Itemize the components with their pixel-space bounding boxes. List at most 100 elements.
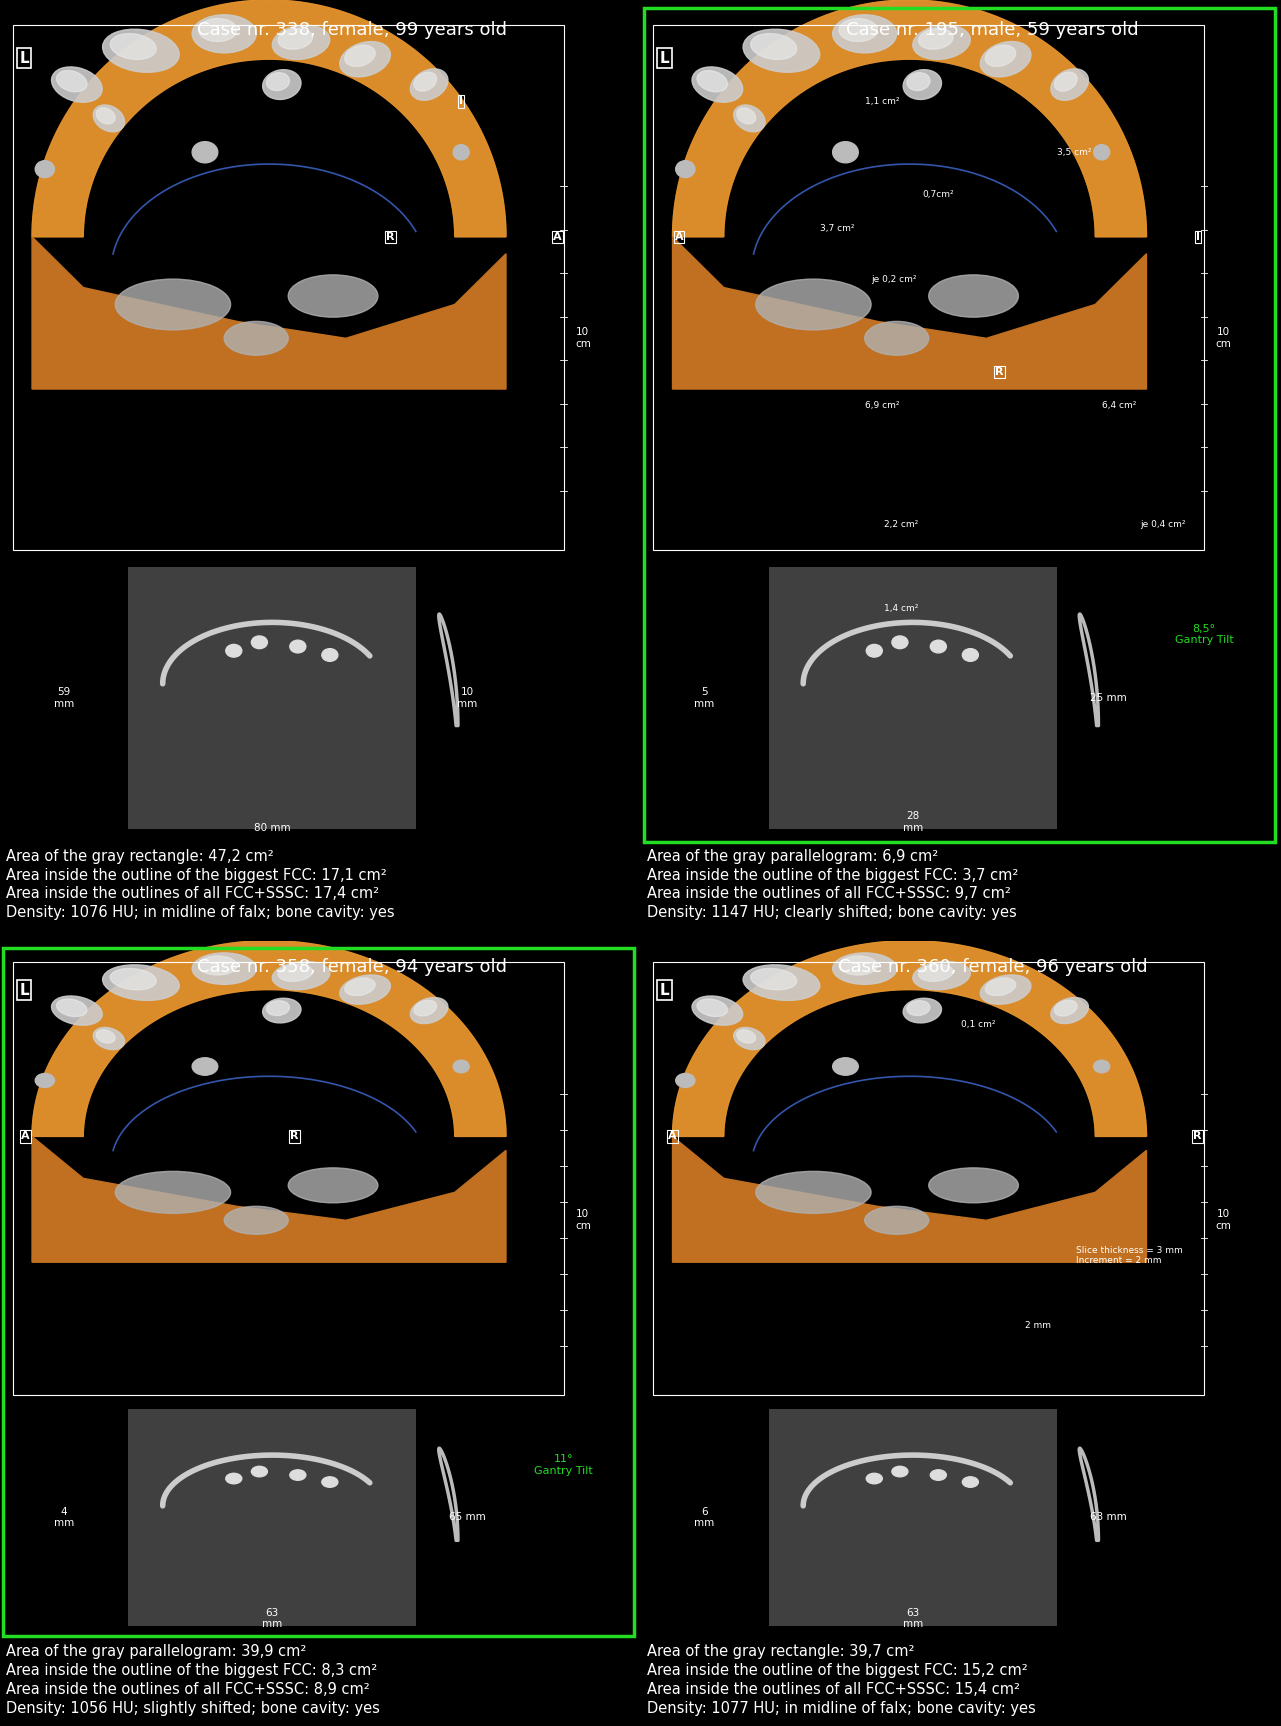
Ellipse shape — [734, 1027, 765, 1049]
Ellipse shape — [907, 72, 930, 90]
Polygon shape — [32, 0, 506, 236]
Text: 10
mm: 10 mm — [457, 687, 478, 709]
Text: 80 mm: 80 mm — [254, 823, 291, 834]
Text: L: L — [660, 982, 670, 998]
Ellipse shape — [839, 19, 877, 41]
Ellipse shape — [1050, 998, 1089, 1024]
Ellipse shape — [110, 968, 156, 989]
Ellipse shape — [756, 1172, 871, 1213]
Ellipse shape — [865, 1206, 929, 1234]
Ellipse shape — [985, 45, 1016, 66]
Text: Case nr. 195, male, 59 years old: Case nr. 195, male, 59 years old — [847, 21, 1139, 40]
Text: A: A — [675, 231, 683, 242]
Text: 63 mm: 63 mm — [1090, 1512, 1126, 1522]
Text: 3,7 cm²: 3,7 cm² — [820, 224, 854, 233]
Ellipse shape — [251, 1467, 268, 1477]
Text: Area of the gray parallelogram: 6,9 cm²: Area of the gray parallelogram: 6,9 cm² — [647, 849, 938, 865]
Ellipse shape — [410, 69, 448, 100]
Text: Area inside the outline of the biggest FCC: 3,7 cm²: Area inside the outline of the biggest F… — [647, 868, 1018, 882]
Text: Density: 1077 HU; in midline of falx; bone cavity: yes: Density: 1077 HU; in midline of falx; bo… — [647, 1702, 1035, 1716]
Ellipse shape — [1094, 1060, 1109, 1074]
Text: Area inside the outline of the biggest FCC: 15,2 cm²: Area inside the outline of the biggest F… — [647, 1662, 1027, 1678]
Ellipse shape — [102, 965, 179, 1001]
Ellipse shape — [322, 1477, 338, 1488]
Text: 2,2 cm²: 2,2 cm² — [884, 520, 918, 528]
Polygon shape — [673, 941, 1146, 1136]
Ellipse shape — [980, 975, 1031, 1005]
Ellipse shape — [290, 640, 306, 652]
Text: L: L — [19, 50, 29, 66]
Text: Area of the gray rectangle: 47,2 cm²: Area of the gray rectangle: 47,2 cm² — [6, 849, 274, 865]
Text: Area inside the outlines of all FCC+SSSC: 9,7 cm²: Area inside the outlines of all FCC+SSSC… — [647, 885, 1011, 901]
Bar — [653, 26, 1204, 549]
Ellipse shape — [339, 41, 391, 78]
Ellipse shape — [692, 996, 743, 1025]
Ellipse shape — [1054, 72, 1077, 91]
Text: Case nr. 358, female, 94 years old: Case nr. 358, female, 94 years old — [197, 958, 507, 977]
Text: A: A — [22, 1132, 29, 1141]
Text: I: I — [459, 97, 464, 107]
Polygon shape — [673, 0, 1146, 236]
Text: 10
cm: 10 cm — [575, 1210, 591, 1231]
Polygon shape — [673, 941, 1146, 1136]
Ellipse shape — [903, 998, 942, 1024]
Text: 11°
Gantry Tilt: 11° Gantry Tilt — [534, 1453, 593, 1476]
Text: L: L — [660, 50, 670, 66]
Text: 6,4 cm²: 6,4 cm² — [1102, 402, 1136, 411]
Ellipse shape — [918, 965, 953, 982]
Ellipse shape — [913, 961, 970, 989]
Text: 1,4 cm²: 1,4 cm² — [884, 604, 918, 613]
Ellipse shape — [345, 979, 375, 996]
Ellipse shape — [918, 29, 953, 50]
Ellipse shape — [56, 71, 87, 91]
Ellipse shape — [339, 975, 391, 1005]
Text: 63
mm: 63 mm — [263, 1607, 282, 1629]
Ellipse shape — [288, 274, 378, 318]
Text: 1,1 cm²: 1,1 cm² — [865, 97, 899, 105]
Text: Area inside the outline of the biggest FCC: 8,3 cm²: Area inside the outline of the biggest F… — [6, 1662, 378, 1678]
Ellipse shape — [199, 19, 237, 41]
Text: Density: 1076 HU; in midline of falx; bone cavity: yes: Density: 1076 HU; in midline of falx; bo… — [6, 904, 395, 920]
Text: Area inside the outlines of all FCC+SSSC: 17,4 cm²: Area inside the outlines of all FCC+SSSC… — [6, 885, 379, 901]
Polygon shape — [32, 1136, 506, 1262]
Ellipse shape — [290, 1471, 306, 1481]
Ellipse shape — [453, 145, 469, 161]
Text: 59
mm: 59 mm — [54, 687, 74, 709]
Ellipse shape — [930, 1471, 947, 1481]
Text: A: A — [669, 1132, 676, 1141]
Ellipse shape — [985, 979, 1016, 996]
Bar — [769, 1408, 1057, 1626]
Ellipse shape — [751, 968, 797, 989]
Ellipse shape — [751, 33, 797, 59]
Text: 10
cm: 10 cm — [1216, 1210, 1231, 1231]
Ellipse shape — [930, 640, 947, 652]
Text: 4
mm: 4 mm — [54, 1507, 74, 1528]
Ellipse shape — [273, 26, 329, 59]
Ellipse shape — [224, 321, 288, 356]
Ellipse shape — [410, 998, 448, 1024]
Ellipse shape — [102, 29, 179, 72]
Ellipse shape — [322, 649, 338, 661]
Ellipse shape — [35, 1074, 54, 1087]
Ellipse shape — [266, 72, 290, 90]
Ellipse shape — [273, 961, 329, 989]
Bar — [653, 961, 1204, 1395]
Polygon shape — [32, 0, 506, 236]
Ellipse shape — [115, 1172, 231, 1213]
Ellipse shape — [737, 107, 756, 124]
Ellipse shape — [225, 1474, 242, 1484]
Text: Area inside the outlines of all FCC+SSSC: 8,9 cm²: Area inside the outlines of all FCC+SSSC… — [6, 1683, 370, 1697]
Ellipse shape — [115, 280, 231, 330]
Ellipse shape — [929, 1169, 1018, 1203]
Text: L: L — [19, 982, 29, 998]
Text: 63
mm: 63 mm — [903, 1607, 922, 1629]
Ellipse shape — [839, 956, 877, 975]
Ellipse shape — [743, 29, 820, 72]
Ellipse shape — [962, 1477, 979, 1488]
Ellipse shape — [251, 635, 268, 649]
Ellipse shape — [199, 956, 237, 975]
Ellipse shape — [1094, 145, 1109, 161]
Ellipse shape — [51, 996, 102, 1025]
Ellipse shape — [734, 105, 765, 131]
Text: Density: 1147 HU; clearly shifted; bone cavity: yes: Density: 1147 HU; clearly shifted; bone … — [647, 904, 1017, 920]
